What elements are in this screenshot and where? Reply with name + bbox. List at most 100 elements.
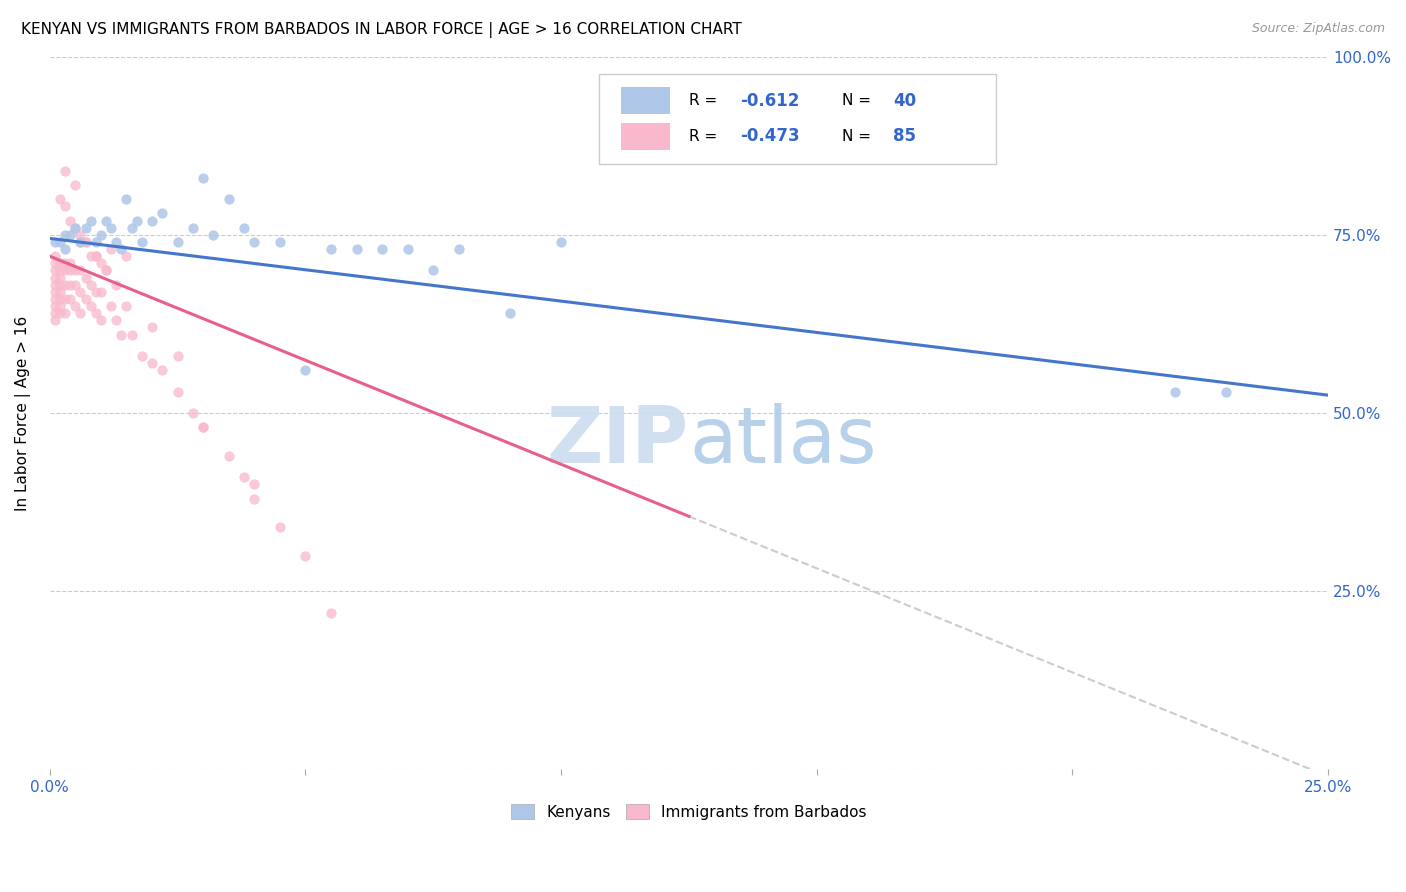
Point	[90, 285, 112, 299]
Point	[69, 306, 91, 320]
Point	[447, 242, 470, 256]
Point	[49, 256, 72, 270]
Point	[1215, 384, 1237, 399]
Point	[79, 299, 101, 313]
Point	[49, 299, 72, 313]
Point	[84, 235, 107, 249]
Point	[49, 292, 72, 306]
Point	[65, 299, 87, 313]
Point	[44, 270, 66, 285]
Point	[105, 277, 128, 292]
Point	[53, 277, 76, 292]
Point	[49, 263, 72, 277]
Point	[191, 420, 214, 434]
Point	[69, 235, 91, 249]
Point	[69, 227, 91, 242]
Point	[181, 220, 204, 235]
Point	[53, 199, 76, 213]
Point	[59, 213, 82, 227]
Point	[49, 270, 72, 285]
Legend: Kenyans, Immigrants from Barbados: Kenyans, Immigrants from Barbados	[505, 797, 873, 826]
Point	[53, 292, 76, 306]
Point	[346, 242, 368, 256]
Point	[49, 235, 72, 249]
Point	[90, 256, 112, 270]
Text: -0.473: -0.473	[740, 128, 800, 145]
Text: N =: N =	[842, 94, 876, 108]
Point	[191, 170, 214, 185]
Point	[59, 277, 82, 292]
Point	[131, 349, 153, 363]
Text: R =: R =	[689, 129, 723, 144]
Point	[396, 242, 419, 256]
Point	[243, 477, 266, 491]
Point	[69, 235, 91, 249]
Point	[44, 285, 66, 299]
Point	[44, 277, 66, 292]
FancyBboxPatch shape	[599, 75, 995, 163]
Bar	[621, 123, 669, 150]
Point	[218, 449, 240, 463]
Point	[105, 313, 128, 327]
Point	[115, 249, 138, 263]
Point	[141, 320, 163, 334]
Point	[191, 420, 214, 434]
Text: R =: R =	[689, 94, 723, 108]
Point	[94, 213, 117, 227]
Point	[233, 220, 256, 235]
Point	[53, 263, 76, 277]
Point	[49, 306, 72, 320]
Point	[121, 327, 143, 342]
Point	[59, 256, 82, 270]
Point	[115, 299, 138, 313]
Point	[44, 313, 66, 327]
Bar	[621, 87, 669, 114]
Point	[233, 470, 256, 484]
Point	[69, 263, 91, 277]
Point	[49, 192, 72, 206]
Point	[75, 235, 97, 249]
Point	[550, 235, 572, 249]
Point	[84, 249, 107, 263]
Point	[79, 249, 101, 263]
Point	[422, 263, 444, 277]
Point	[65, 220, 87, 235]
Point	[166, 384, 188, 399]
Point	[166, 349, 188, 363]
Point	[79, 277, 101, 292]
Point	[110, 327, 132, 342]
Point	[181, 406, 204, 420]
Point	[84, 285, 107, 299]
Point	[110, 242, 132, 256]
Y-axis label: In Labor Force | Age > 16: In Labor Force | Age > 16	[15, 316, 31, 510]
Point	[53, 256, 76, 270]
Point	[269, 520, 291, 534]
Point	[44, 306, 66, 320]
Point	[1164, 384, 1187, 399]
Point	[125, 213, 148, 227]
Point	[44, 235, 66, 249]
Point	[94, 263, 117, 277]
Point	[115, 192, 138, 206]
Text: -0.612: -0.612	[740, 92, 800, 110]
Point	[141, 356, 163, 370]
Point	[65, 178, 87, 192]
Point	[100, 242, 122, 256]
Point	[141, 213, 163, 227]
Point	[59, 292, 82, 306]
Point	[294, 549, 316, 563]
Point	[44, 256, 66, 270]
Point	[65, 220, 87, 235]
Text: KENYAN VS IMMIGRANTS FROM BARBADOS IN LABOR FORCE | AGE > 16 CORRELATION CHART: KENYAN VS IMMIGRANTS FROM BARBADOS IN LA…	[21, 22, 742, 38]
Point	[44, 292, 66, 306]
Point	[65, 277, 87, 292]
Point	[75, 270, 97, 285]
Point	[100, 220, 122, 235]
Point	[44, 299, 66, 313]
Point	[75, 292, 97, 306]
Text: ZIP: ZIP	[547, 403, 689, 480]
Point	[53, 306, 76, 320]
Point	[75, 235, 97, 249]
Point	[65, 263, 87, 277]
Point	[294, 363, 316, 377]
